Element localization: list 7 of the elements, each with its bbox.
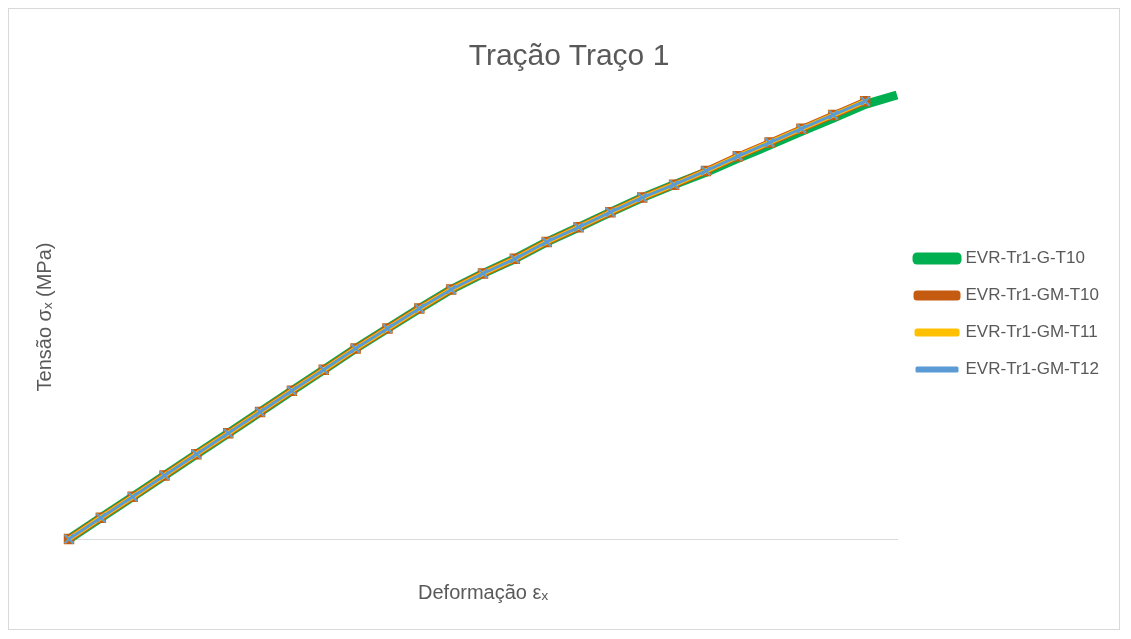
legend-label: EVR-Tr1-GM-T12 bbox=[965, 359, 1100, 379]
x-axis-title: Deformação εₓ bbox=[418, 580, 549, 603]
legend-label: EVR-Tr1-G-T10 bbox=[965, 248, 1085, 268]
chart-title: Tração Traço 1 bbox=[468, 38, 670, 72]
y-axis-title: Tensão σₓ (MPa) bbox=[32, 242, 55, 392]
legend-label: EVR-Tr1-GM-T11 bbox=[965, 322, 1098, 342]
legend-label: EVR-Tr1-GM-T10 bbox=[965, 285, 1100, 305]
